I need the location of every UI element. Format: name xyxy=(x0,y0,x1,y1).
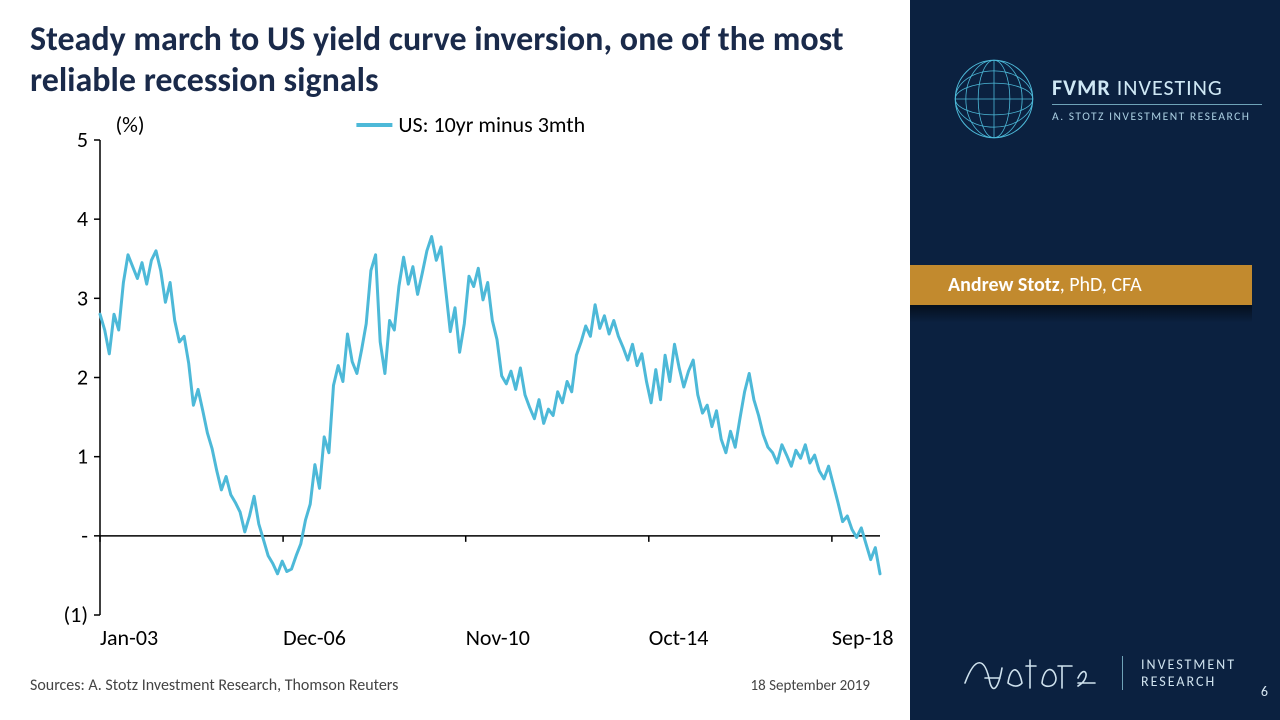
date-text: 18 September 2019 xyxy=(751,677,870,695)
main-panel: Steady march to US yield curve inversion… xyxy=(0,0,910,720)
footer-text: INVESTMENT RESEARCH xyxy=(1122,656,1236,690)
line-chart: (1) - 1 2 3 4 5 Jan-03 Dec-06 Nov-10 Oct-14 Sep-18 (… xyxy=(30,110,900,665)
brand-divider xyxy=(1052,104,1262,105)
svg-text:2: 2 xyxy=(77,363,88,390)
globe-icon xyxy=(950,55,1038,143)
footer-line1: INVESTMENT xyxy=(1141,656,1236,673)
svg-text:5: 5 xyxy=(77,126,88,153)
banner-shadow xyxy=(910,305,1252,323)
svg-text:4: 4 xyxy=(77,205,88,232)
author-credentials: , PhD, CFA xyxy=(1060,273,1142,297)
footer-line2: RESEARCH xyxy=(1141,673,1236,690)
brand-sub: A. STOTZ INVESTMENT RESEARCH xyxy=(1052,110,1262,124)
signature-icon xyxy=(960,648,1100,698)
svg-text:(%): (%) xyxy=(115,111,144,138)
brand-block: FVMR INVESTING A. STOTZ INVESTMENT RESEA… xyxy=(950,55,1260,143)
svg-text:-: - xyxy=(81,521,88,548)
svg-text:US: 10yr minus 3mth: US: 10yr minus 3mth xyxy=(398,111,585,138)
svg-text:(1): (1) xyxy=(64,601,89,628)
chart-container: (1) - 1 2 3 4 5 Jan-03 Dec-06 Nov-10 Oct-14 Sep-18 (… xyxy=(30,110,900,665)
svg-text:Jan-03: Jan-03 xyxy=(100,624,158,651)
brand-text: FVMR INVESTING A. STOTZ INVESTMENT RESEA… xyxy=(1052,74,1262,124)
signature-block: INVESTMENT RESEARCH xyxy=(960,648,1250,698)
brand-main-light: INVESTING xyxy=(1117,74,1223,101)
author-banner: Andrew Stotz, PhD, CFA xyxy=(910,265,1252,305)
svg-text:Sep-18: Sep-18 xyxy=(832,624,894,651)
page-number: 6 xyxy=(1261,683,1268,700)
brand-main-bold: FVMR xyxy=(1052,74,1111,101)
slide-title: Steady march to US yield curve inversion… xyxy=(30,20,890,102)
sidebar: FVMR INVESTING A. STOTZ INVESTMENT RESEA… xyxy=(910,0,1280,720)
author-name: Andrew Stotz xyxy=(948,273,1060,297)
brand-line1: FVMR INVESTING xyxy=(1052,74,1262,101)
svg-text:1: 1 xyxy=(77,442,88,469)
svg-text:Nov-10: Nov-10 xyxy=(466,624,530,651)
svg-text:Oct-14: Oct-14 xyxy=(649,624,709,651)
svg-text:Dec-06: Dec-06 xyxy=(283,624,346,651)
svg-text:3: 3 xyxy=(77,284,88,311)
sources-text: Sources: A. Stotz Investment Research, T… xyxy=(30,676,398,695)
